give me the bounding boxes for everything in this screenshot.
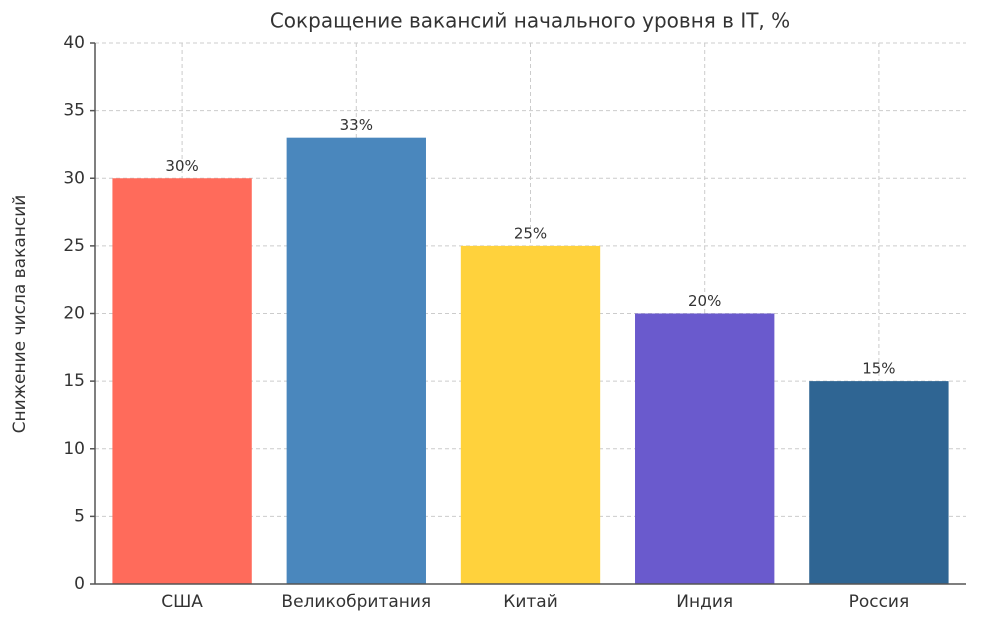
x-tick-label: США	[161, 592, 203, 612]
x-tick-label: Великобритания	[281, 592, 431, 612]
bar	[635, 313, 775, 584]
y-tick-label: 5	[74, 506, 85, 526]
x-tick-label: Китай	[503, 592, 558, 612]
y-tick-label: 25	[63, 236, 85, 256]
bar	[286, 137, 426, 585]
value-label: 30%	[165, 157, 198, 175]
y-tick-label: 40	[63, 33, 85, 53]
value-label: 15%	[862, 360, 895, 378]
y-tick-label: 0	[74, 574, 85, 594]
y-tick-label: 35	[63, 101, 85, 121]
value-label: 20%	[688, 292, 721, 310]
value-label: 25%	[514, 224, 547, 242]
y-tick-label: 20	[63, 304, 85, 324]
bar	[809, 381, 949, 584]
y-tick-label: 15	[63, 371, 85, 391]
value-label: 33%	[340, 116, 373, 134]
y-axis-label: Снижение числа вакансий	[10, 195, 30, 434]
bar	[460, 245, 601, 584]
x-tick-label: Россия	[849, 592, 910, 612]
y-tick-label: 30	[63, 168, 85, 188]
y-tick-label: 10	[63, 439, 85, 459]
x-tick-label: Индия	[676, 592, 733, 612]
bar	[112, 178, 252, 584]
chart-title: Сокращение вакансий начального уровня в …	[270, 9, 790, 33]
